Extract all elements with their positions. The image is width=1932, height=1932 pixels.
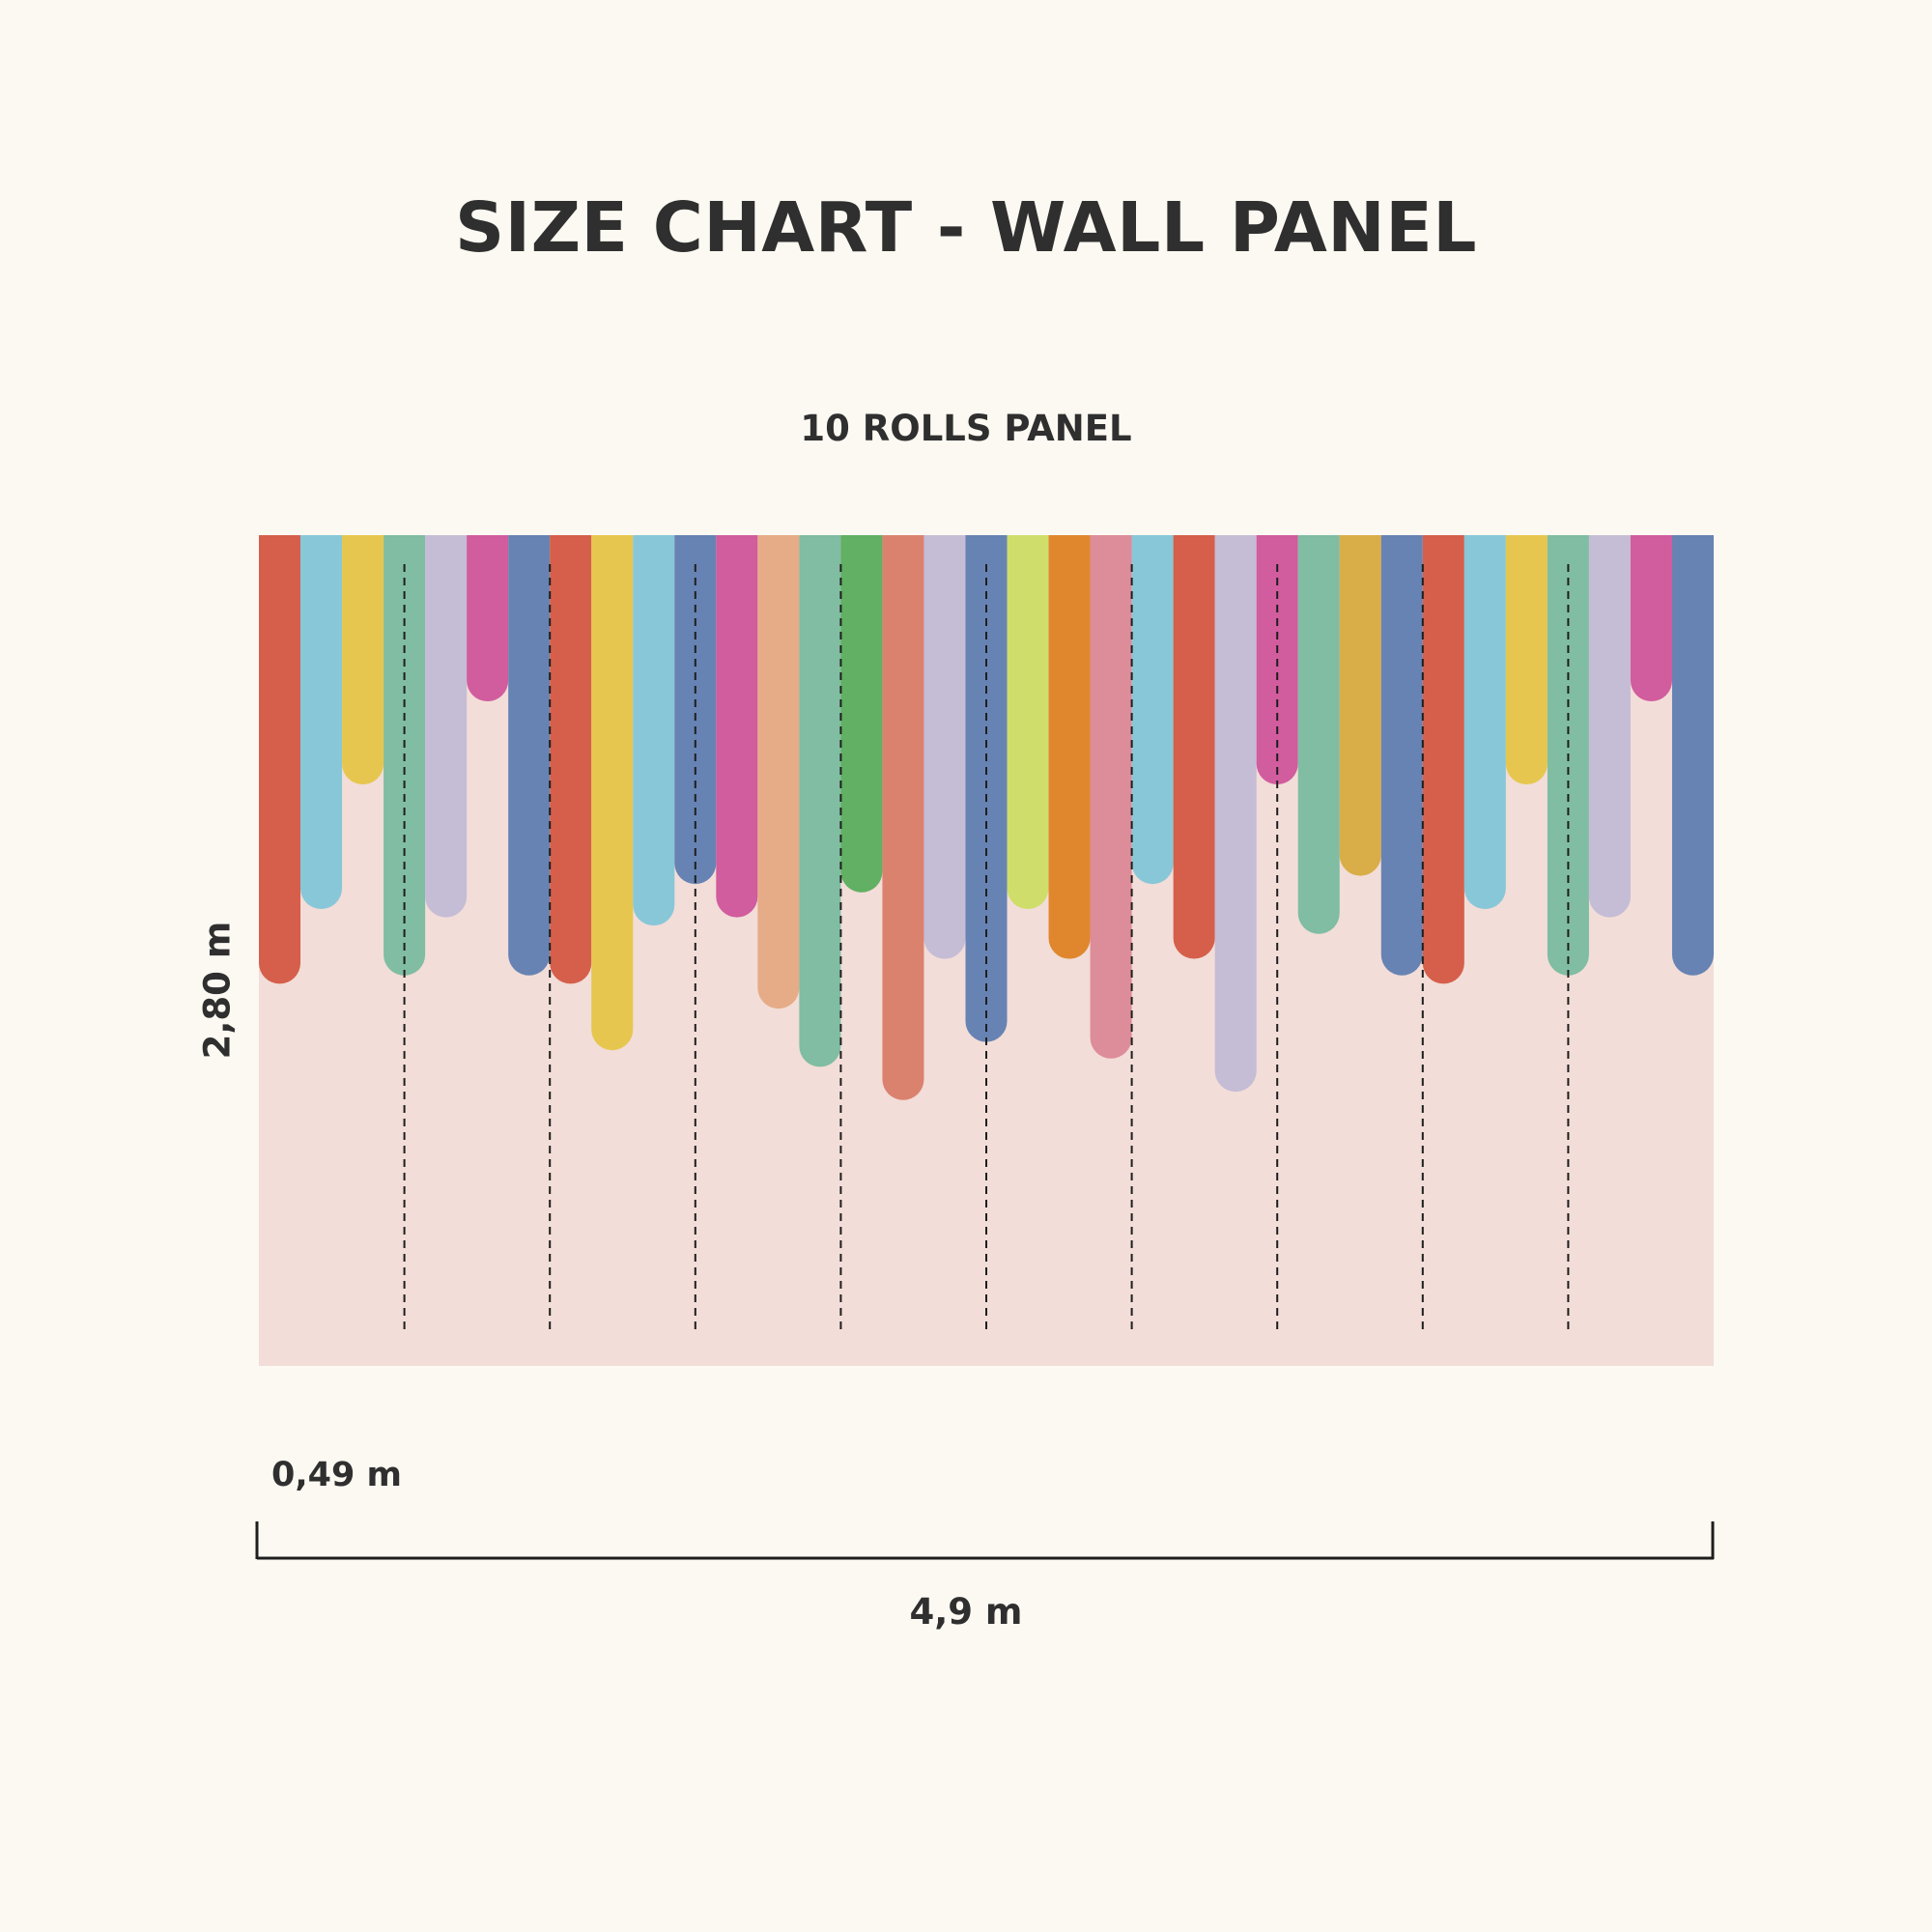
stripe <box>259 535 301 984</box>
height-dimension-label: 2,80 m <box>196 921 239 1060</box>
stripe <box>799 535 841 1067</box>
stripe <box>342 535 384 784</box>
stripe <box>1007 535 1049 909</box>
stripe <box>508 535 551 976</box>
stripe <box>1588 535 1631 918</box>
stripe <box>1214 535 1257 1093</box>
stripe <box>840 535 883 893</box>
stripe <box>550 535 592 984</box>
stripe <box>923 535 966 959</box>
stripe <box>757 535 800 1009</box>
stripe <box>1090 535 1132 1059</box>
stripe <box>591 535 634 1051</box>
stripe <box>1297 535 1340 934</box>
page-title: SIZE CHART - WALL PANEL <box>455 187 1477 268</box>
roll-dividers <box>403 564 1570 1335</box>
stripe <box>467 535 509 702</box>
stripe <box>882 535 924 1100</box>
stripe <box>1339 535 1381 876</box>
stripe <box>1463 535 1506 909</box>
stripe <box>1380 535 1423 976</box>
width-bracket <box>255 1521 1715 1560</box>
stripe <box>425 535 468 918</box>
stripe <box>716 535 758 918</box>
stripe <box>633 535 675 926</box>
stripe <box>1505 535 1548 784</box>
stripe <box>1131 535 1174 885</box>
panel-subtitle: 10 ROLLS PANEL <box>800 408 1132 449</box>
total-width-dimension-label: 4,9 m <box>909 1591 1023 1633</box>
stripe <box>1422 535 1464 984</box>
panel-stripes <box>259 535 1714 1100</box>
stripe <box>1671 535 1714 976</box>
stripe <box>300 535 343 909</box>
stripe <box>1048 535 1091 959</box>
stripe <box>1173 535 1215 959</box>
roll-width-dimension-label: 0,49 m <box>271 1456 403 1494</box>
stripe <box>965 535 1008 1042</box>
stripe <box>674 535 717 885</box>
stripe <box>1630 535 1672 701</box>
